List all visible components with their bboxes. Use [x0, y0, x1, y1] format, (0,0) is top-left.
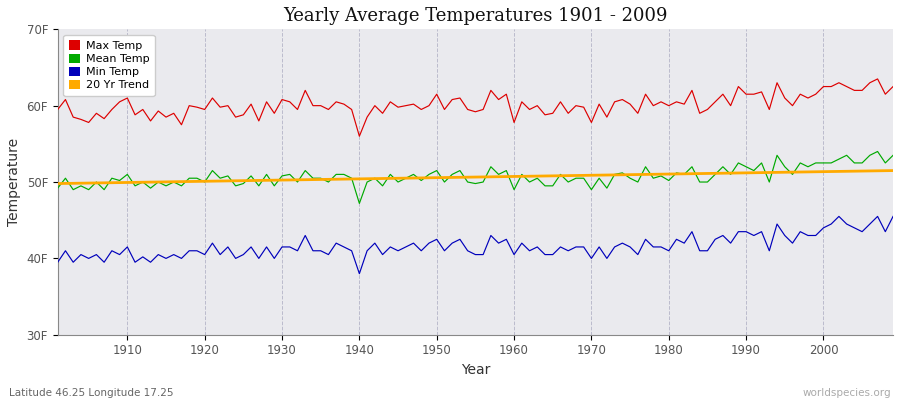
Title: Yearly Average Temperatures 1901 - 2009: Yearly Average Temperatures 1901 - 2009: [284, 7, 668, 25]
Legend: Max Temp, Mean Temp, Min Temp, 20 Yr Trend: Max Temp, Mean Temp, Min Temp, 20 Yr Tre…: [63, 35, 155, 96]
Text: worldspecies.org: worldspecies.org: [803, 388, 891, 398]
X-axis label: Year: Year: [461, 363, 491, 377]
Text: Latitude 46.25 Longitude 17.25: Latitude 46.25 Longitude 17.25: [9, 388, 174, 398]
Y-axis label: Temperature: Temperature: [7, 138, 21, 226]
